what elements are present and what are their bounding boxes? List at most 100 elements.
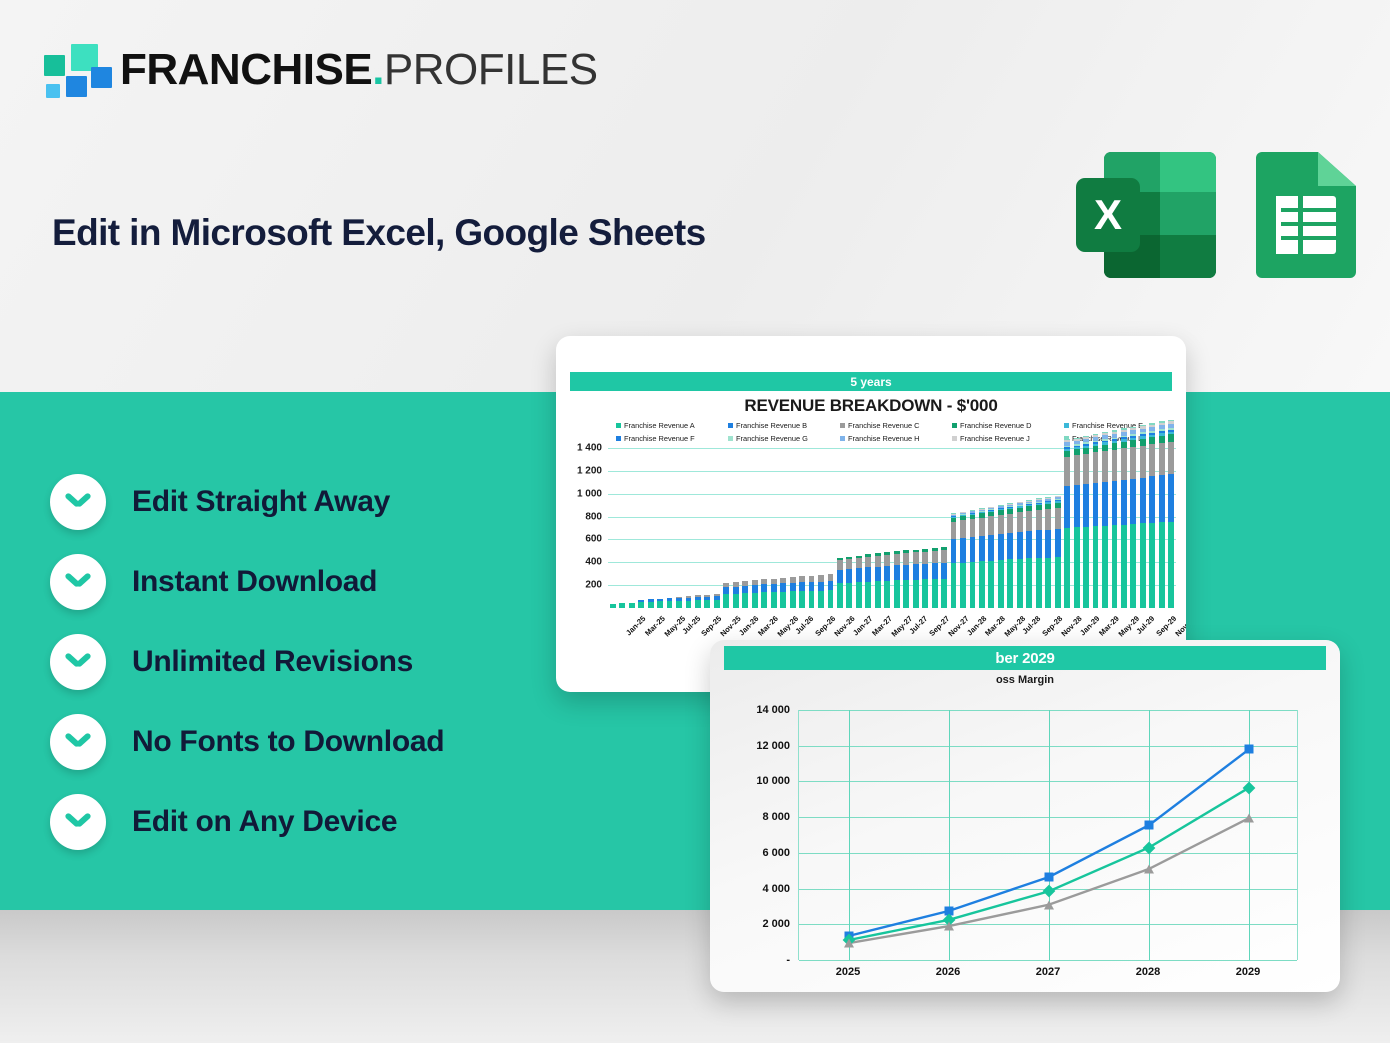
- data-point-marker: [944, 921, 954, 931]
- chevron-down-icon: [50, 794, 106, 850]
- profit-summary-card: ber 2029 oss Margin - 2 000 4 000 6 000 8 00…: [710, 640, 1340, 992]
- revenue-bar: [988, 506, 995, 608]
- microsoft-excel-icon: X: [1076, 152, 1216, 278]
- legend-item: Franchise Revenue D: [952, 421, 1064, 430]
- x-tick-label: 2025: [835, 966, 861, 978]
- y-tick-label: 4 000: [762, 882, 790, 895]
- revenue-bar: [941, 546, 947, 608]
- x-tick-label: 2026: [935, 966, 961, 978]
- x-tick-label: Jan-26: [737, 614, 761, 638]
- gridline: [949, 710, 950, 960]
- benefit-item: Unlimited Revisions: [50, 622, 444, 702]
- legend-label: Franchise Revenue D: [960, 421, 1032, 430]
- gridline: [608, 585, 1176, 587]
- x-tick-label: Sep-29: [1154, 614, 1179, 638]
- benefit-item: Edit on Any Device: [50, 782, 444, 862]
- revenue-bar: [960, 511, 966, 608]
- legend-label: Franchise Revenue F: [624, 434, 695, 443]
- revenue-bar: [628, 602, 635, 608]
- legend-label: Franchise Revenue H: [848, 434, 920, 443]
- data-point-marker: [1044, 872, 1054, 882]
- gridline: [799, 924, 1297, 926]
- logo-word-light: PROFILES: [383, 45, 598, 94]
- benefit-label: No Fonts to Download: [132, 725, 445, 758]
- chevron-down-icon: [50, 714, 106, 770]
- chevron-down-icon: [50, 634, 106, 690]
- lines-chart-legend: oss Margin: [995, 674, 1055, 686]
- benefit-label: Edit Straight Away: [132, 485, 390, 518]
- data-point-marker: [1144, 820, 1154, 830]
- revenue-bar: [1168, 419, 1175, 608]
- google-sheets-icon: [1256, 152, 1356, 278]
- y-tick-label: 2 000: [762, 918, 790, 931]
- lines-chart-x-axis: 2025 2026 2027 2028 2029: [798, 966, 1298, 986]
- benefit-item: Instant Download: [50, 542, 444, 622]
- x-tick-label: Jan-25: [623, 614, 648, 638]
- logo-wordmark: FRANCHISE.PROFILES: [120, 48, 598, 92]
- revenue-bar: [657, 598, 663, 608]
- y-tick-label: 200: [585, 579, 602, 591]
- gridline: [1249, 710, 1250, 960]
- y-tick-label: 14 000: [756, 704, 790, 716]
- revenue-bar: [1130, 426, 1137, 608]
- revenue-bar: [922, 548, 929, 608]
- legend-label: Franchise Revenue C: [848, 421, 920, 430]
- revenue-bar: [1064, 439, 1071, 608]
- gridline: [1149, 710, 1150, 960]
- gridline: [608, 539, 1176, 541]
- gridline: [608, 493, 1176, 495]
- revenue-bar: [1102, 431, 1108, 608]
- legend-swatch: [728, 423, 733, 428]
- benefit-label: Instant Download: [132, 565, 378, 598]
- revenue-bar: [713, 594, 720, 608]
- revenue-chart-plot: [608, 419, 1176, 608]
- revenue-bar: [1026, 499, 1033, 608]
- revenue-bar: [874, 553, 881, 608]
- x-tick-label: Nov-25: [718, 614, 744, 639]
- revenue-bar: [1073, 437, 1080, 608]
- revenue-bar: [818, 574, 824, 608]
- revenue-bar: [931, 547, 938, 608]
- revenue-bar: [780, 577, 787, 608]
- revenue-bar: [912, 549, 919, 608]
- revenue-bar: [638, 600, 645, 608]
- x-tick-label: Nov-26: [832, 614, 857, 639]
- revenue-bar: [647, 599, 654, 608]
- revenue-bar: [732, 582, 739, 608]
- revenue-bar: [997, 504, 1004, 608]
- revenue-bar: [827, 574, 834, 608]
- x-tick-label: 2028: [1135, 966, 1161, 978]
- chevron-down-icon: [50, 554, 106, 610]
- legend-label: Franchise Revenue J: [960, 434, 1030, 443]
- five-years-band: 5 years: [570, 372, 1172, 391]
- legend-item: Franchise Revenue A: [616, 421, 728, 430]
- gridline: [1049, 710, 1050, 960]
- benefit-item: No Fonts to Download: [50, 702, 445, 782]
- y-tick-label: 1 400: [576, 442, 602, 454]
- revenue-breakdown-card: 5 years REVENUE BREAKDOWN - $'000 Franch…: [556, 336, 1186, 692]
- x-tick-label: Sep-26: [813, 614, 838, 638]
- x-tick-label: Nov-28: [1059, 614, 1084, 639]
- revenue-bar: [1139, 424, 1146, 608]
- logo-word-bold: FRANCHISE: [120, 45, 373, 94]
- revenue-bar: [884, 552, 891, 608]
- excel-x-glyph: X: [1076, 178, 1140, 252]
- x-tick-label: Mar-29: [1097, 614, 1121, 638]
- revenue-bar: [723, 583, 730, 608]
- y-tick-label: 6 000: [762, 846, 790, 859]
- legend-label: Franchise Revenue G: [736, 434, 808, 443]
- data-point-marker: [844, 938, 854, 948]
- revenue-bar: [799, 576, 805, 608]
- revenue-bar: [694, 595, 701, 608]
- data-point-marker: [1044, 900, 1054, 910]
- legend-swatch: [616, 423, 621, 428]
- y-tick-label: -: [786, 954, 790, 966]
- legend-swatch: [840, 423, 845, 428]
- legend-label: Franchise Revenue A: [624, 421, 695, 430]
- y-tick-label: 600: [585, 533, 602, 545]
- x-tick-label: 2027: [1035, 966, 1061, 978]
- period-band: ber 2029: [724, 646, 1326, 670]
- benefit-label: Edit on Any Device: [132, 805, 398, 838]
- revenue-chart-y-axis: 200 400 600 800 1 000 1 200 1 400: [556, 443, 602, 608]
- chevron-down-icon: [50, 474, 106, 530]
